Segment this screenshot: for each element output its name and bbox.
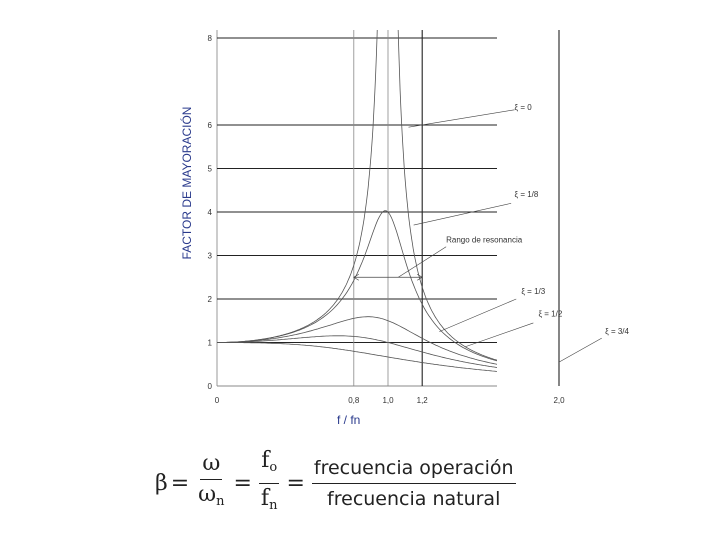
series-label: ξ = 1/2 [538, 309, 562, 318]
fraction-words-numerator: frecuencia operación [311, 455, 516, 484]
curve-series [217, 335, 497, 368]
omega-n-symbol: ω [198, 482, 217, 507]
formula-beta: β [155, 470, 168, 496]
formula: β = ω ωn = fo fn = frecuencia operación … [155, 448, 520, 515]
omega-n-subscript: n [216, 494, 225, 509]
series-leader-line [408, 109, 515, 128]
y-tick-label: 1 [208, 339, 213, 348]
series-leader-line [413, 203, 512, 226]
formula-equals-3: = [286, 470, 305, 496]
y-axis-title: FACTOR DE MAYORACIÓN [179, 107, 194, 260]
y-tick-label: 0 [208, 382, 213, 391]
curve-series [217, 30, 497, 361]
curve-series [217, 342, 497, 372]
x-tick-label: 1,0 [382, 396, 394, 405]
series-label: ξ = 3/4 [605, 327, 629, 336]
y-tick-label: 5 [208, 165, 213, 174]
y-tick-label: 4 [208, 208, 213, 217]
resonance-arrow-right [417, 273, 423, 281]
fraction-words: frecuencia operación frecuencia natural [311, 455, 516, 512]
x-tick-label: 0 [215, 396, 220, 405]
f-n-symbol: f [260, 485, 270, 511]
fraction-frequency: fo fn [259, 448, 280, 519]
curve-series [217, 210, 497, 362]
fraction-frequency-numerator: fo [259, 447, 280, 484]
x-tick-label: 0,8 [348, 396, 360, 405]
formula-equals-2: = [233, 470, 252, 496]
fraction-words-denominator: frecuencia natural [327, 487, 501, 510]
formula-equals-1: = [170, 470, 190, 496]
x-tick-label: 2,0 [553, 396, 565, 405]
x-tick-label: 1,2 [417, 396, 429, 405]
series-label: ξ = 0 [515, 103, 533, 112]
series-label: ξ = 1/3 [521, 287, 545, 296]
series-leader-line [558, 337, 602, 363]
resonance-label: Rango de resonancia [446, 235, 523, 244]
fraction-omega: ω ωn [196, 451, 226, 515]
y-tick-label: 8 [208, 34, 213, 43]
fraction-omega-numerator: ω [200, 451, 223, 480]
f-o-subscript: o [269, 459, 278, 475]
fraction-omega-denominator: ωn [196, 480, 226, 515]
y-tick-label: 3 [208, 252, 213, 261]
y-tick-label: 2 [208, 295, 213, 304]
y-tick-label: 6 [208, 121, 213, 130]
x-axis-title: f / fn [337, 413, 360, 427]
f-n-subscript: n [269, 497, 278, 513]
series-leader-line [464, 322, 534, 348]
resonance-arrow-left [353, 273, 359, 281]
series-leader-line [439, 298, 517, 332]
curve-series [217, 316, 497, 365]
f-o-symbol: f [261, 447, 270, 473]
series-label: ξ = 1/8 [515, 190, 539, 199]
fraction-frequency-denominator: fn [259, 484, 280, 519]
resonance-leader-line [398, 246, 447, 278]
chart: 012345681000,81,01,22,0ξ = 0ξ = 1/8ξ = 1… [179, 30, 630, 427]
